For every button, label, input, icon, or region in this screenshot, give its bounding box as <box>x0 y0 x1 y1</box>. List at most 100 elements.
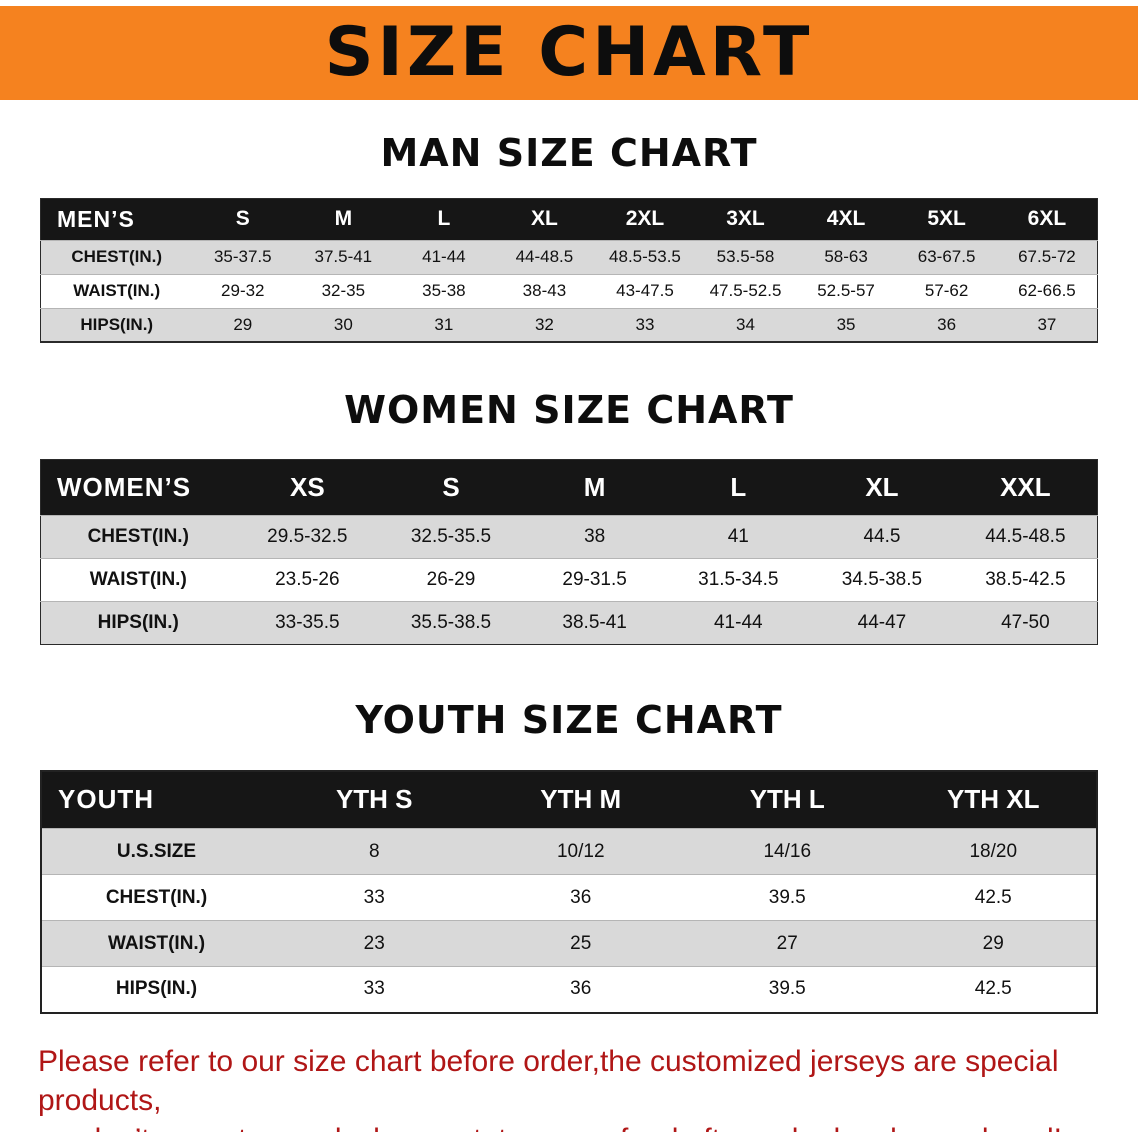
size-value: 35-37.5 <box>213 247 272 267</box>
table-head: YOUTH YTH S YTH M YTH L YTH XL <box>41 770 1097 829</box>
size-value: 10/12 <box>556 840 605 862</box>
size-column-header: M <box>293 198 394 241</box>
size-value: 33 <box>635 314 655 334</box>
size-value: 41-44 <box>713 611 763 633</box>
row-label: U.S.SIZE <box>116 840 197 862</box>
size-value: 39.5 <box>768 886 806 908</box>
size-value: 27 <box>776 932 798 954</box>
measurement-row: WAIST(IN.) 23 25 27 29 <box>41 920 1097 967</box>
size-value: 18/20 <box>969 840 1018 862</box>
size-column-header: 5XL <box>896 198 997 241</box>
size-column-header: 6XL <box>996 198 1098 241</box>
measurement-row: CHEST(IN.) 35-37.5 37.5-41 41-44 44-48.5 48.5… <box>40 240 1098 275</box>
size-value: 23 <box>363 932 385 954</box>
row-label: HIPS(IN.) <box>115 978 198 1000</box>
size-column-header: YTH S <box>271 770 478 829</box>
size-value: 44-48.5 <box>515 247 574 267</box>
size-column-header: XXL <box>953 459 1098 516</box>
size-value: 8 <box>368 840 380 862</box>
measurement-row: WAIST(IN.) 29-32 32-35 35-38 38-43 43-47.5 47.… <box>40 274 1098 308</box>
row-label: WAIST(IN.) <box>73 281 161 301</box>
row-label: WAIST(IN.) <box>89 568 187 590</box>
table-header-row: WOMEN’S XS S M L XL XXL <box>40 459 1098 516</box>
size-value: 62-66.5 <box>1018 281 1076 301</box>
size-value: 34 <box>736 314 755 334</box>
table-title-cell: MEN’S <box>40 198 193 241</box>
notice-line-1: Please refer to our size chart before or… <box>38 1044 1059 1117</box>
size-value: 25 <box>570 932 592 954</box>
table-head: WOMEN’S XS S M L XL XXL <box>40 459 1098 516</box>
size-value: 67.5-72 <box>1018 247 1076 267</box>
size-value: 57-62 <box>924 281 969 301</box>
size-value: 42.5 <box>974 978 1012 1000</box>
man-section-heading: MAN SIZE CHART <box>380 131 758 175</box>
size-value: 29-32 <box>221 281 265 301</box>
size-value: 39.5 <box>768 978 806 1000</box>
size-column-header: L <box>666 459 811 516</box>
size-value: 41 <box>727 525 749 547</box>
table-title-cell: WOMEN’S <box>40 459 236 516</box>
size-value: 44.5 <box>863 525 901 547</box>
measurement-row: WAIST(IN.) 23.5-26 26-29 29-31.5 31.5-34.5 34… <box>40 558 1098 601</box>
order-notice: Please refer to our size chart before or… <box>38 1042 1118 1132</box>
size-column-header: XL <box>810 459 954 516</box>
size-value: 47.5-52.5 <box>709 281 782 301</box>
size-value: 44.5-48.5 <box>985 525 1066 547</box>
size-value: 29 <box>233 314 253 334</box>
size-value: 33 <box>363 886 385 908</box>
size-value: 35 <box>836 314 856 334</box>
page-title: SIZE CHART <box>324 13 814 92</box>
size-value: 38.5-41 <box>562 611 627 633</box>
size-value: 38 <box>584 525 606 547</box>
man-size-table: MEN’S S M L XL 2XL 3XL 4XL 5XL 6XL CHEST(IN.) 35-37… <box>40 197 1098 344</box>
table-head: MEN’S S M L XL 2XL 3XL 4XL 5XL 6XL <box>40 198 1098 241</box>
size-value: 52.5-57 <box>817 281 875 301</box>
size-value: 38-43 <box>522 281 567 301</box>
size-value: 48.5-53.5 <box>609 247 681 267</box>
youth-section-heading: YOUTH SIZE CHART <box>355 697 783 742</box>
size-column-header: YTH XL <box>890 770 1097 829</box>
man-size-section: MAN SIZE CHART MEN’S S M L XL 2XL 3XL 4XL 5XL 6XL… <box>0 131 1138 344</box>
size-value: 32 <box>534 314 554 334</box>
size-column-header: XS <box>235 459 380 516</box>
size-value: 29 <box>982 932 1004 954</box>
size-value: 36 <box>937 314 957 334</box>
size-value: 35.5-38.5 <box>410 611 492 633</box>
size-value: 26-29 <box>426 568 476 590</box>
size-value: 34.5-38.5 <box>841 568 923 590</box>
size-value: 33 <box>363 978 385 1000</box>
size-value: 35-38 <box>422 281 466 301</box>
size-value: 29-31.5 <box>562 568 627 590</box>
row-label: CHEST(IN.) <box>71 247 163 267</box>
table-header-row: YOUTH YTH S YTH M YTH L YTH XL <box>41 770 1097 829</box>
row-label: CHEST(IN.) <box>105 886 208 908</box>
size-value: 41-44 <box>422 247 466 267</box>
size-value: 53.5-58 <box>716 247 775 267</box>
size-value: 37 <box>1037 314 1057 334</box>
table-header-row: MEN’S S M L XL 2XL 3XL 4XL 5XL 6XL <box>40 198 1098 241</box>
size-value: 31 <box>434 314 454 334</box>
table-body: U.S.SIZE 8 10/12 14/16 18/20 CHEST(IN.) 33 36 39… <box>41 828 1097 1013</box>
measurement-row: HIPS(IN.) 33 36 39.5 42.5 <box>41 966 1097 1013</box>
women-size-section: WOMEN SIZE CHART WOMEN’S XS S M L XL XXL CHEST(… <box>0 388 1138 645</box>
youth-size-section: YOUTH SIZE CHART YOUTH YTH S YTH M YTH L YTH… <box>0 697 1138 1014</box>
size-value: 29.5-32.5 <box>267 525 348 547</box>
size-value: 37.5-41 <box>314 247 373 267</box>
size-value: 36 <box>570 886 592 908</box>
size-value: 58-63 <box>824 247 868 267</box>
table-body: CHEST(IN.) 35-37.5 37.5-41 41-44 44-48.5 48.5… <box>40 240 1098 343</box>
size-column-header: M <box>522 459 667 516</box>
measurement-row: HIPS(IN.) 33-35.5 35.5-38.5 38.5-41 41-44 44-… <box>40 601 1098 645</box>
size-value: 43-47.5 <box>616 281 674 301</box>
size-column-header: YTH L <box>684 770 891 829</box>
youth-size-table: YOUTH YTH S YTH M YTH L YTH XL U.S.SIZE 8 10/12… <box>40 769 1098 1014</box>
size-value: 42.5 <box>974 886 1012 908</box>
size-value: 14/16 <box>763 840 812 862</box>
size-column-header: 4XL <box>795 198 897 241</box>
measurement-row: U.S.SIZE 8 10/12 14/16 18/20 <box>41 828 1097 875</box>
size-column-header: 3XL <box>695 198 796 241</box>
size-value: 44-47 <box>857 611 907 633</box>
row-label: WAIST(IN.) <box>107 932 206 954</box>
size-value: 32-35 <box>321 281 366 301</box>
